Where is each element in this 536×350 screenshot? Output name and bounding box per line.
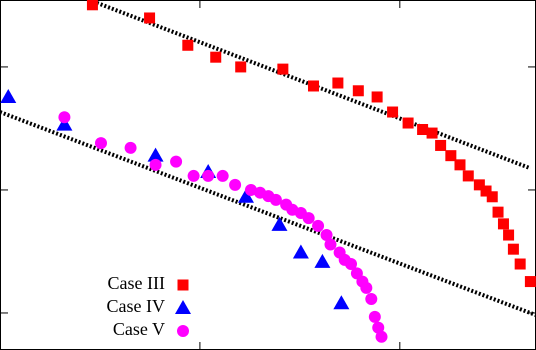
marker-circle: [375, 330, 388, 343]
marker-circle: [187, 169, 200, 182]
marker-circle: [345, 258, 358, 271]
marker-square: [277, 63, 289, 75]
marker-square: [486, 191, 498, 203]
marker-circle: [94, 137, 107, 150]
marker-square: [371, 91, 383, 103]
marker-square: [462, 170, 474, 182]
marker-triangle: [333, 295, 350, 310]
marker-circle: [269, 193, 282, 206]
marker-square: [492, 206, 504, 218]
marker-square: [144, 12, 156, 24]
marker-square: [514, 258, 526, 270]
legend-label: Case III: [108, 273, 165, 293]
marker-circle: [216, 169, 229, 182]
marker-square: [307, 80, 319, 92]
marker-triangle: [56, 116, 73, 131]
marker-square: [235, 61, 247, 73]
marker-square: [507, 243, 519, 255]
marker-square: [352, 85, 364, 97]
marker-square: [387, 106, 399, 118]
marker-circle: [372, 321, 385, 334]
marker-triangle: [292, 244, 309, 259]
marker-circle: [320, 229, 333, 242]
marker-square: [497, 218, 509, 230]
marker-square: [182, 39, 194, 51]
marker-circle: [324, 238, 337, 251]
marker-circle: [202, 169, 215, 182]
marker-square: [445, 150, 457, 162]
legend-label: Case IV: [107, 296, 165, 316]
marker-circle: [360, 281, 373, 294]
marker-circle: [302, 212, 315, 225]
marker-circle: [124, 141, 137, 154]
marker-square: [417, 124, 429, 136]
marker-circle: [244, 183, 257, 196]
legend-marker: [177, 325, 189, 337]
marker-square: [402, 117, 414, 129]
marker-square: [503, 229, 515, 241]
marker-circle: [312, 219, 325, 232]
marker-square: [426, 127, 438, 139]
marker-triangle: [314, 253, 331, 268]
marker-triangle: [237, 188, 254, 203]
fit-line: [0, 110, 536, 318]
legend-marker: [177, 279, 189, 291]
marker-square: [86, 0, 98, 11]
marker-square: [210, 51, 222, 63]
marker-square: [480, 185, 492, 197]
marker-circle: [149, 158, 162, 171]
legend-label: Case V: [113, 319, 165, 339]
marker-circle: [368, 310, 381, 323]
marker-square: [332, 77, 344, 89]
marker-square: [454, 159, 466, 171]
marker-square: [473, 179, 485, 191]
marker-triangle: [271, 216, 288, 231]
marker-triangle: [147, 147, 164, 162]
marker-square: [524, 276, 536, 288]
marker-circle: [365, 292, 378, 305]
marker-circle: [229, 178, 242, 191]
marker-circle: [58, 111, 71, 124]
marker-square: [435, 139, 447, 151]
legend-marker: [175, 300, 191, 314]
marker-circle: [170, 155, 183, 168]
marker-triangle: [0, 88, 17, 103]
